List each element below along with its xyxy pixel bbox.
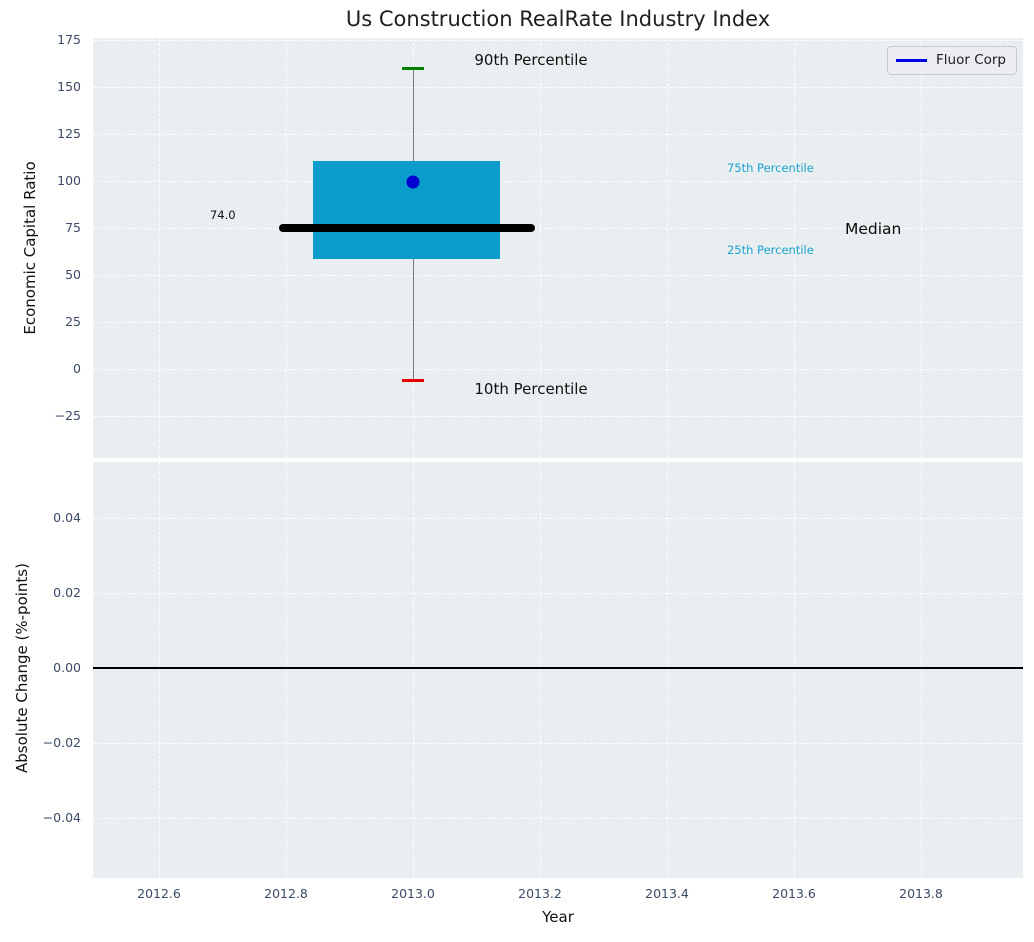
annotation-75th-percentile: 75th Percentile: [726, 160, 814, 175]
ytick-label: −0.02: [42, 735, 81, 750]
gridline-vertical: [794, 462, 796, 878]
gridline-horizontal: [93, 743, 1023, 744]
gridline-horizontal: [93, 181, 1023, 182]
ytick-label: 50: [65, 267, 81, 282]
y-axis-label-top: Economic Capital Ratio: [21, 161, 39, 335]
gridline-vertical: [285, 38, 287, 458]
ytick-label: 100: [57, 173, 81, 188]
xtick-label: 2013.8: [899, 886, 943, 901]
x-axis-label: Year: [542, 908, 574, 926]
gridline-vertical: [920, 462, 922, 878]
ytick-label: 175: [57, 32, 81, 47]
ytick-label: 75: [65, 220, 81, 235]
y-axis-label-bottom: Absolute Change (%-points): [13, 563, 31, 773]
xtick-label: 2013.4: [645, 886, 689, 901]
boxplot-median-line: [279, 224, 536, 232]
xtick-label: 2013.2: [518, 886, 562, 901]
gridline-horizontal: [93, 87, 1023, 88]
gridline-horizontal: [93, 416, 1023, 417]
ytick-label: −25: [54, 408, 81, 423]
top-axes: 90th Percentile 10th Percentile 75th Per…: [93, 38, 1023, 458]
chart-title: Us Construction RealRate Industry Index: [345, 7, 771, 31]
xtick-label: 2013.0: [391, 886, 435, 901]
ytick-label: −0.04: [42, 810, 81, 825]
gridline-vertical: [159, 462, 161, 878]
annotation-10th-percentile: 10th Percentile: [474, 379, 588, 398]
gridline-horizontal: [93, 275, 1023, 276]
legend: Fluor Corp: [887, 46, 1017, 75]
gridline-horizontal: [93, 134, 1023, 135]
legend-label: Fluor Corp: [936, 52, 1006, 68]
gridline-horizontal: [93, 40, 1023, 42]
ytick-label: 125: [57, 126, 81, 141]
boxplot-cap-10th: [402, 379, 424, 382]
company-data-point: [406, 175, 420, 189]
bottom-axes: [93, 462, 1023, 878]
gridline-horizontal: [93, 818, 1023, 819]
gridline-vertical: [539, 462, 541, 878]
gridline-vertical: [666, 462, 668, 878]
zero-reference-line: [93, 667, 1023, 669]
gridline-vertical: [920, 38, 922, 458]
ytick-label: 150: [57, 79, 81, 94]
ytick-label: 0: [73, 361, 81, 376]
gridline-vertical: [413, 462, 414, 878]
gridline-horizontal: [93, 592, 1023, 594]
legend-line-swatch: [896, 58, 928, 62]
annotation-25th-percentile: 25th Percentile: [726, 243, 814, 258]
annotation-90th-percentile: 90th Percentile: [474, 51, 588, 69]
gridline-horizontal: [93, 322, 1023, 323]
xtick-label: 2012.8: [264, 886, 308, 901]
annotation-median: Median: [844, 220, 902, 239]
annotation-median-value: 74.0: [209, 207, 236, 222]
xtick-label: 2012.6: [137, 886, 181, 901]
gridline-horizontal: [93, 517, 1023, 519]
ytick-label: 0.02: [53, 585, 81, 600]
gridline-horizontal: [93, 369, 1023, 370]
ytick-label: 0.04: [53, 510, 81, 525]
gridline-vertical: [666, 38, 668, 458]
gridline-vertical: [285, 462, 287, 878]
boxplot-iqr-box: [313, 161, 501, 259]
ytick-label: 25: [65, 314, 81, 329]
boxplot-cap-90th: [402, 66, 424, 70]
ytick-label: 0.00: [53, 660, 81, 675]
xtick-label: 2013.6: [772, 886, 816, 901]
gridline-vertical: [159, 38, 161, 458]
